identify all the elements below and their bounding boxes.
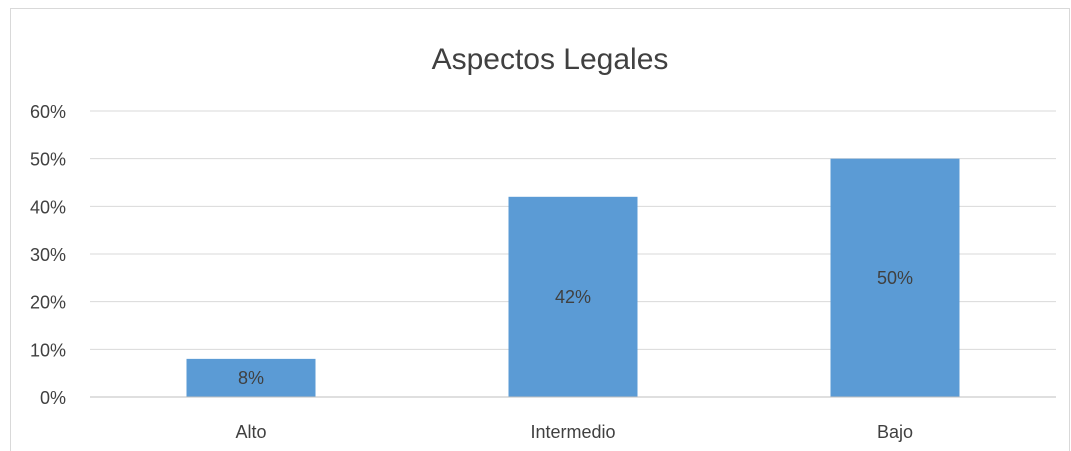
data-label: 8% xyxy=(238,368,264,388)
bar-bajo xyxy=(830,158,960,397)
bar-intermedio xyxy=(508,196,638,397)
data-labels: 8% 42% 50% xyxy=(238,268,913,388)
category-label: Alto xyxy=(235,422,266,442)
data-label: 42% xyxy=(555,287,591,307)
y-tick-label: 60% xyxy=(30,102,66,122)
category-label: Intermedio xyxy=(530,422,615,442)
y-tick-label: 10% xyxy=(30,340,66,360)
y-tick-label: 40% xyxy=(30,197,66,217)
y-tick-label: 0% xyxy=(40,388,66,408)
bars xyxy=(186,158,960,397)
bar-alto xyxy=(186,358,316,397)
data-label: 50% xyxy=(877,268,913,288)
y-tick-label: 20% xyxy=(30,293,66,313)
category-label: Bajo xyxy=(877,422,913,442)
x-axis-category-labels: Alto Intermedio Bajo xyxy=(235,422,913,442)
y-axis-tick-labels: 0% 10% 20% 30% 40% 50% 60% xyxy=(30,102,66,408)
y-tick-label: 30% xyxy=(30,245,66,265)
y-tick-label: 50% xyxy=(30,150,66,170)
chart-title: Aspectos Legales xyxy=(432,43,669,76)
